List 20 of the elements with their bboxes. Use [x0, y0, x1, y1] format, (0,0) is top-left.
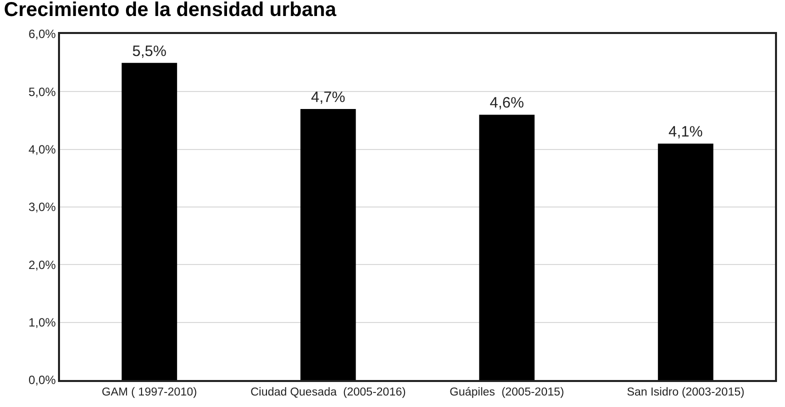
bar [122, 62, 178, 380]
y-tick-label: 1,0% [28, 316, 56, 330]
y-tick-label: 6,0% [28, 27, 56, 42]
x-tick-label: San Isidro (2003-2015) [626, 386, 745, 399]
y-tick-label: 0,0% [28, 373, 56, 388]
y-tick-label: 4,0% [28, 142, 56, 157]
data-label: 4,7% [311, 88, 346, 106]
data-label: 4,1% [668, 124, 703, 141]
bar [300, 108, 356, 380]
bar [658, 144, 714, 380]
y-tick-label: 3,0% [28, 200, 56, 214]
y-tick-label: 5,0% [28, 84, 56, 99]
chart-title: Crecimiento de la densidad urbana [4, 0, 338, 22]
x-tick-label: Guápiles (2005-2015) [450, 386, 564, 399]
bar [479, 114, 535, 380]
data-label: 4,6% [490, 94, 524, 112]
x-tick-label: Ciudad Quesada (2005-2016) [250, 386, 406, 399]
data-label: 5,5% [132, 42, 166, 60]
x-tick-label: GAM ( 1997-2010) [102, 386, 198, 399]
y-tick-label: 2,0% [28, 258, 56, 272]
